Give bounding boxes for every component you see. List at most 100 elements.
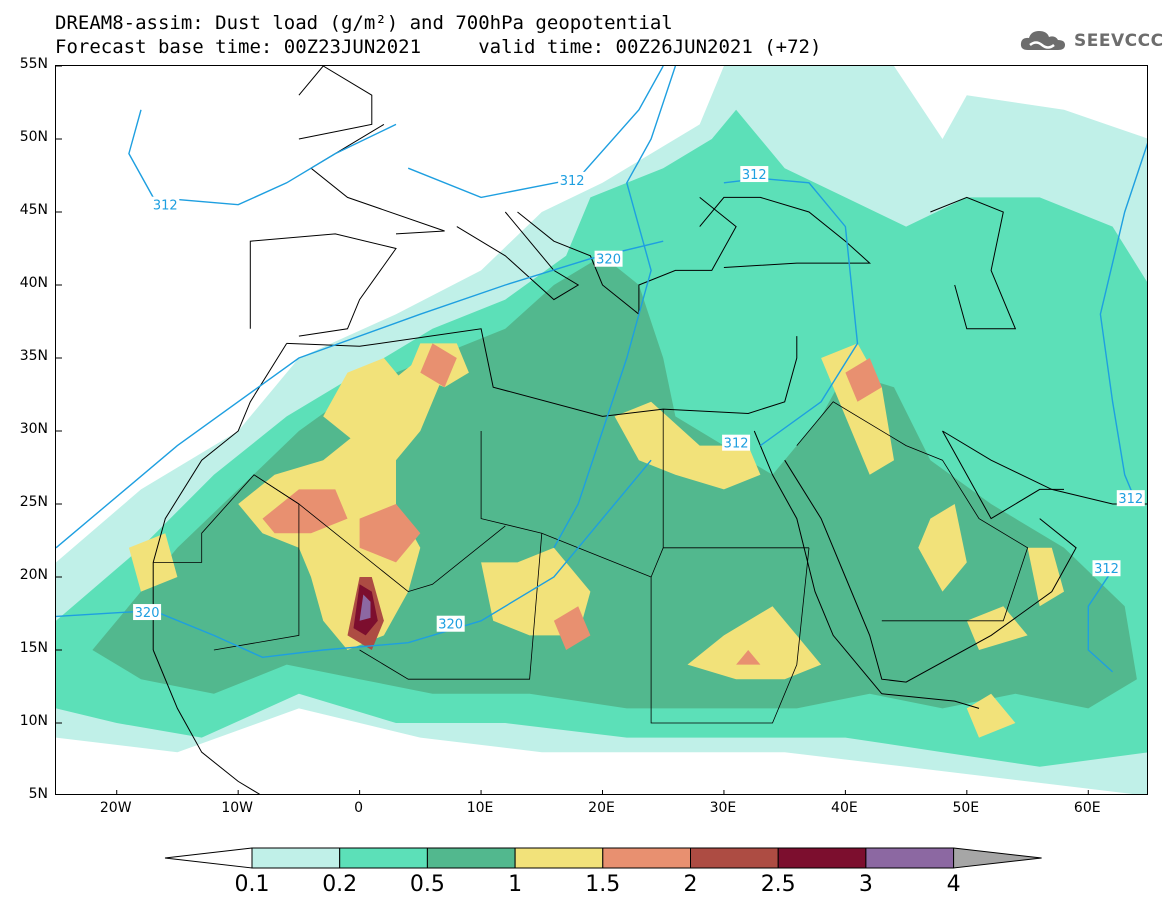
coast-balkans: [517, 197, 737, 316]
longitude-tick-label: 40E: [831, 800, 858, 816]
border-saudi: [796, 401, 1029, 622]
longitude-tick-label: 50E: [952, 800, 980, 816]
coastlines-borders: [152, 66, 1147, 794]
dust-map: 312 312 312 320 312 320 320 312 312: [55, 65, 1148, 795]
latitude-tick-label: 50N: [19, 129, 48, 145]
contour-label: 312: [740, 166, 769, 183]
region-1-egypt: [614, 401, 761, 490]
contour-label-text: 312: [742, 168, 767, 183]
colorbar-swatch: [514, 847, 604, 869]
region-1-iraq: [821, 343, 894, 475]
longitude-tick-label: 20E: [588, 800, 615, 816]
region-1.5-iraq: [845, 358, 882, 402]
colorbar-level-label: 0.5: [409, 872, 445, 897]
dust-load-shading: [56, 66, 1147, 794]
contour-label-text: 320: [438, 618, 463, 633]
logo-text: SEEVCCC: [1074, 31, 1164, 51]
contour-label: 320: [436, 615, 465, 633]
latitude-tick-label: 20N: [19, 567, 48, 583]
contour-312-atlantic: [128, 109, 397, 206]
map-title: DREAM8-assim: Dust load (g/m²) and 700hP…: [55, 12, 673, 34]
coast-uk: [298, 66, 373, 140]
contour-312-arabian-sea: [1087, 569, 1114, 673]
coast-black-sea: [699, 196, 872, 268]
region-1-libya: [481, 547, 591, 636]
coast-gulf-guinea: [152, 649, 261, 794]
colorbar-level-label: 3: [858, 872, 873, 897]
coast-horn: [881, 693, 980, 709]
latitude-tick-label: 40N: [19, 275, 48, 291]
region-1-sudan: [687, 606, 822, 680]
latitude-tick-label: 5N: [28, 786, 48, 802]
latitude-tick-label: 35N: [19, 348, 48, 364]
contour-label: 312: [558, 171, 587, 189]
colorbar-level-label: 2: [683, 872, 698, 897]
contour-label: 312: [1116, 490, 1145, 507]
map-canvas: 312 312 312 320 312 320 320 312 312: [56, 66, 1147, 794]
coast-north-africa: [286, 328, 798, 417]
colorbar-swatch: [339, 847, 428, 869]
contour-312-aegean: [553, 66, 677, 549]
latitude-tick-label: 45N: [19, 202, 48, 218]
region-1-oman: [1027, 547, 1064, 607]
longitude-tick-label: 30E: [709, 800, 737, 816]
latitude-tick-label: 25N: [19, 494, 48, 510]
colorbar-level-label: 0.1: [234, 872, 270, 897]
region-3-mali: [359, 594, 371, 621]
longitude-tick-label: 10E: [466, 800, 494, 816]
contour-label-text: 320: [596, 253, 621, 268]
contour-320-south: [56, 459, 652, 659]
region-1-arabia: [918, 504, 967, 592]
longitude-tick-label: 60E: [1073, 800, 1101, 816]
colorbar-swatch: [251, 847, 341, 869]
contour-label: 312: [722, 434, 751, 452]
colorbar-level-label: 1.5: [585, 872, 621, 897]
colorbar-swatch: [690, 847, 779, 869]
coast-iberia: [249, 233, 397, 337]
region-1.5-sudan: [736, 650, 761, 665]
seevccc-logo: SEEVCCC: [1018, 26, 1164, 56]
contour-320-north: [56, 240, 664, 549]
coast-gulf: [942, 430, 1064, 520]
region-1.5-algeria-s: [359, 504, 421, 563]
coast-red-sea-w: [753, 430, 883, 695]
contour-label-text: 320: [135, 606, 160, 621]
contour-label-text: 312: [724, 437, 749, 452]
contour-label-text: 312: [153, 199, 178, 214]
contour-312-iran: [1099, 142, 1147, 505]
region-1.5-tunisia: [420, 343, 457, 388]
border-sudan: [650, 547, 810, 724]
border-mauritania: [153, 474, 300, 651]
contour-label: 320: [594, 250, 623, 268]
border-libya: [480, 409, 664, 578]
colorbar-swatch: [426, 847, 516, 869]
contour-label-text: 312: [1118, 492, 1143, 507]
contour-label: 312: [151, 196, 180, 214]
colorbar-swatch: [602, 847, 691, 869]
geopotential-contour-labels: 312 312 312 320 312 320 320 312 312: [133, 166, 1145, 633]
coast-italy: [456, 211, 580, 301]
colorbar-swatch: [865, 847, 955, 869]
geopotential-contours: [56, 66, 1147, 673]
latitude-tick-label: 30N: [19, 421, 48, 437]
contour-label-text: 312: [560, 174, 585, 189]
region-1.5-chad: [553, 606, 591, 650]
region-1-algeria: [323, 358, 409, 446]
coast-caspian: [930, 196, 1017, 330]
colorbar-level-label: 4: [946, 872, 961, 897]
contour-label: 320: [133, 604, 162, 621]
colorbar-min-arrow: [164, 847, 253, 869]
border-niger-chad: [359, 533, 543, 680]
coast-red-sea-e: [784, 459, 1077, 683]
longitude-tick-label: 10W: [221, 800, 253, 816]
coast-france: [310, 123, 445, 235]
contour-label: 312: [1092, 560, 1121, 577]
region-1-oman-s: [966, 606, 1028, 650]
cloud-icon: [1020, 31, 1065, 50]
colorbar-max-arrow: [953, 847, 1042, 869]
region-1-yemen: [966, 693, 1016, 738]
latitude-tick-label: 15N: [19, 640, 48, 656]
colorbar-swatch: [777, 847, 867, 869]
latitude-tick-label: 10N: [19, 713, 48, 729]
longitude-tick-label: 0: [354, 800, 364, 816]
